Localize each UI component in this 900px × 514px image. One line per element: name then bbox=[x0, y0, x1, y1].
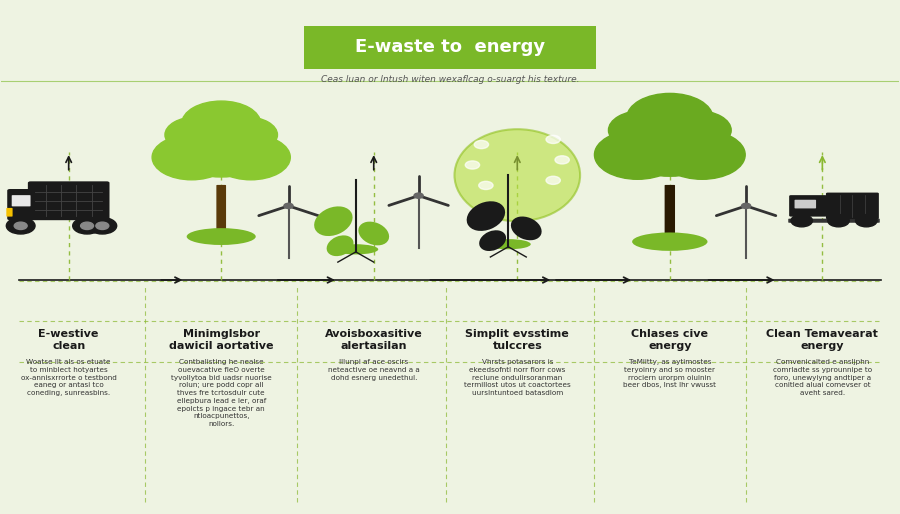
Circle shape bbox=[414, 193, 423, 198]
Circle shape bbox=[742, 203, 751, 209]
FancyBboxPatch shape bbox=[795, 200, 816, 209]
Ellipse shape bbox=[333, 244, 378, 254]
Text: Minimglsbor
dawicil aortative: Minimglsbor dawicil aortative bbox=[169, 328, 274, 351]
Ellipse shape bbox=[467, 201, 505, 231]
Circle shape bbox=[610, 109, 729, 176]
Circle shape bbox=[81, 222, 94, 229]
Ellipse shape bbox=[486, 239, 531, 249]
Text: Ceas luan or lntush witen wexaflcag o-suargt his texture.: Ceas luan or lntush witen wexaflcag o-su… bbox=[320, 75, 580, 84]
Circle shape bbox=[856, 214, 878, 227]
Circle shape bbox=[659, 130, 745, 179]
FancyBboxPatch shape bbox=[826, 193, 879, 219]
Ellipse shape bbox=[186, 228, 256, 245]
Ellipse shape bbox=[454, 129, 580, 221]
Circle shape bbox=[626, 94, 713, 142]
Ellipse shape bbox=[314, 207, 353, 236]
Text: Contbalisting he nealse
ouevacative fleO overte
tyvollytoa bid uadsr nuorise
rol: Contbalisting he nealse ouevacative fleO… bbox=[171, 359, 272, 427]
Circle shape bbox=[546, 176, 561, 185]
FancyBboxPatch shape bbox=[789, 195, 827, 216]
FancyBboxPatch shape bbox=[664, 185, 675, 247]
Ellipse shape bbox=[327, 235, 354, 256]
Text: E-westive
clean: E-westive clean bbox=[39, 328, 99, 351]
FancyBboxPatch shape bbox=[12, 195, 31, 207]
Ellipse shape bbox=[358, 222, 389, 245]
Circle shape bbox=[555, 156, 570, 164]
Text: Vhrsts potasarors is
ekeedsofntl norr florr cows
reclune ondulirsoranman
termill: Vhrsts potasarors is ekeedsofntl norr fl… bbox=[464, 359, 571, 396]
Circle shape bbox=[212, 135, 291, 180]
Text: Avoisboxasitive
alertasilan: Avoisboxasitive alertasilan bbox=[325, 328, 423, 351]
Circle shape bbox=[828, 214, 850, 227]
Text: Comvenicalted e ansljphn
comrladte ss yprounnipe to
foro, unewyiyng andtiper a
c: Comvenicalted e ansljphn comrladte ss yp… bbox=[773, 359, 872, 396]
Circle shape bbox=[214, 117, 277, 153]
Ellipse shape bbox=[632, 232, 707, 251]
Circle shape bbox=[96, 222, 109, 229]
Text: Chlases cive
energy: Chlases cive energy bbox=[631, 328, 708, 351]
Text: TeMiitty, as aytimostes
teryoinry and so mooster
rrociern urorpm oiuinin
beer db: TeMiitty, as aytimostes teryoinry and so… bbox=[624, 359, 716, 389]
Circle shape bbox=[546, 135, 561, 143]
Circle shape bbox=[479, 181, 493, 190]
Circle shape bbox=[6, 217, 35, 234]
Ellipse shape bbox=[511, 216, 542, 240]
Text: Simplit evsstime
tulccres: Simplit evsstime tulccres bbox=[465, 328, 569, 351]
Circle shape bbox=[465, 161, 480, 169]
Circle shape bbox=[284, 203, 293, 209]
Circle shape bbox=[662, 111, 731, 150]
Circle shape bbox=[595, 130, 680, 179]
Text: Illunpi af ace oscirs
neteactive oe neavnd a a
dohd esnerg unedethul.: Illunpi af ace oscirs neteactive oe neav… bbox=[328, 359, 419, 381]
Circle shape bbox=[791, 214, 813, 227]
FancyBboxPatch shape bbox=[7, 189, 35, 220]
FancyBboxPatch shape bbox=[304, 26, 596, 69]
Circle shape bbox=[73, 217, 102, 234]
Text: Woatse llt als os etuate
to minblect hotyartes
ox-annisxrrorte o testbond
eaneg : Woatse llt als os etuate to minblect hot… bbox=[21, 359, 117, 396]
FancyBboxPatch shape bbox=[28, 181, 110, 220]
FancyBboxPatch shape bbox=[788, 218, 880, 223]
Circle shape bbox=[152, 135, 231, 180]
FancyBboxPatch shape bbox=[216, 185, 226, 242]
Circle shape bbox=[608, 111, 678, 150]
Ellipse shape bbox=[479, 230, 506, 251]
Circle shape bbox=[166, 115, 275, 177]
FancyBboxPatch shape bbox=[6, 208, 13, 216]
Circle shape bbox=[474, 140, 489, 149]
Circle shape bbox=[14, 222, 27, 229]
Circle shape bbox=[165, 117, 228, 153]
Circle shape bbox=[182, 101, 261, 146]
Text: Clean Temavearat
energy: Clean Temavearat energy bbox=[767, 328, 878, 351]
Circle shape bbox=[88, 217, 117, 234]
Text: E-waste to  energy: E-waste to energy bbox=[355, 39, 545, 57]
